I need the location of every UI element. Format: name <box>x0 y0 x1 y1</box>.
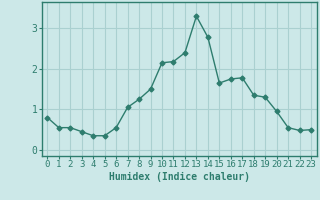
X-axis label: Humidex (Indice chaleur): Humidex (Indice chaleur) <box>109 172 250 182</box>
